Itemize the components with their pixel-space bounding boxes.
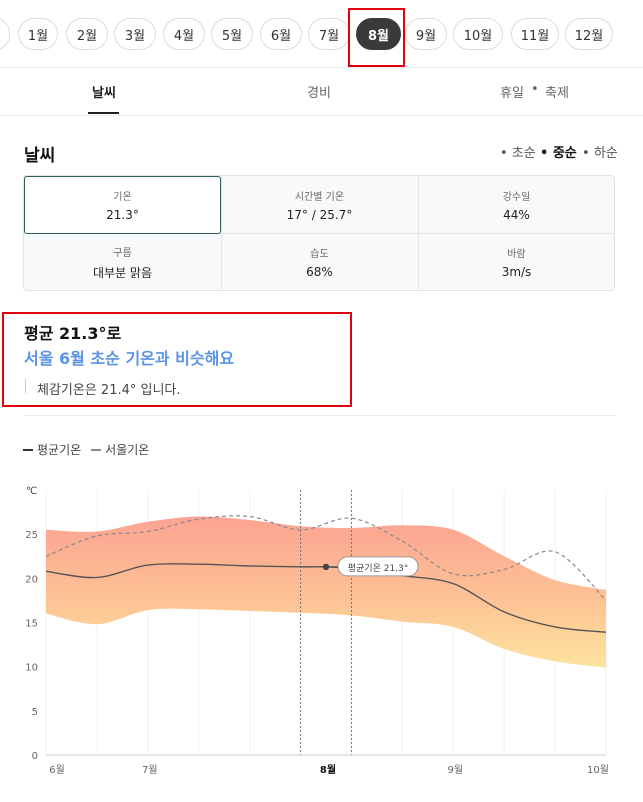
y-tick-label: 5 (32, 707, 38, 718)
annotation-label-bg (337, 556, 419, 577)
y-tick-label: 25 (25, 530, 38, 541)
x-tick-label: 10월 (587, 764, 609, 776)
annotation-label: 평균기온 21.3° (348, 563, 409, 574)
stat-clouds[interactable]: 구름 대부분 맑음 (24, 233, 221, 291)
tab-bar: 날씨 경비 휴일 • 축제 (0, 68, 643, 116)
legend-dashed-swatch (91, 448, 102, 451)
stat-rain-days[interactable]: 강수일 44% (418, 176, 615, 234)
tab-festival[interactable]: 축제 (545, 86, 569, 101)
month-chip[interactable]: 3월 (114, 18, 156, 50)
month-chip[interactable]: 6월 (260, 18, 302, 50)
summary-average: 평균 21.3°로 (24, 324, 122, 343)
stat-label: 강수일 (502, 192, 531, 203)
stat-value: 21.3° (106, 208, 139, 222)
month-chip[interactable]: 2월 (66, 18, 108, 50)
tab-weather[interactable]: 날씨 (92, 86, 116, 101)
month-chip[interactable]: 11월 (511, 18, 559, 50)
weather-section-title: 날씨 (24, 146, 56, 166)
temperature-range-band (46, 516, 606, 668)
stat-label: 구름 (113, 247, 132, 259)
weather-stats-grid: 기온 21.3° 시간별 기온 17° / 25.7° 강수일 44% 구름 대… (23, 175, 615, 291)
summary-feels-like: 체감기온은 21.4° 입니다. (37, 383, 181, 398)
stat-temperature[interactable]: 기온 21.3° (24, 176, 221, 234)
month-selector: 1월 2월 3월 4월 5월 6월 7월 8월 9월 10월 11월 12월 (0, 0, 643, 68)
legend-solid-swatch (23, 448, 33, 451)
stat-label: 바람 (507, 249, 526, 260)
tab-active-underline (88, 112, 119, 114)
stat-value: 3m/s (501, 265, 532, 279)
highlight-box-month (348, 8, 405, 67)
stat-value: 대부분 맑음 (92, 265, 152, 280)
grid-divider (24, 233, 614, 234)
temperature-chart: 0 5 10 15 20 25 ℃ 6월 7월 8월 9월 10월 평균기온 21.3° (25, 486, 609, 776)
period-mid-label: 중순 (552, 146, 577, 161)
month-chip[interactable]: 8월 (356, 18, 401, 50)
legend-avg: 평균기온 (37, 443, 82, 457)
y-tick-label: 15 (25, 619, 38, 630)
y-tick-label: 20 (25, 574, 38, 585)
month-chip[interactable]: 10월 (453, 18, 503, 50)
x-tick-label: 9월 (447, 764, 463, 776)
legend-seoul: 서울기온 (105, 443, 150, 457)
month-chip-partial[interactable] (0, 18, 10, 50)
stat-hourly-temperature[interactable]: 시간별 기온 17° / 25.7° (221, 176, 418, 234)
stat-value: 17° / 25.7° (286, 208, 353, 222)
summary-comparison: 서울 6월 초순 기온과 비슷해요 (24, 349, 235, 368)
month-chip[interactable]: 12월 (565, 18, 613, 50)
period-early[interactable]: • 초순 (500, 146, 536, 161)
y-tick-label: 10 (25, 663, 38, 674)
chart-legend: 평균기온 서울기온 (23, 441, 149, 458)
y-axis-label: ℃ (26, 486, 37, 497)
x-tick-label: 8월 (320, 764, 336, 776)
period-mid[interactable]: • 중순 (540, 146, 577, 161)
stat-wind[interactable]: 바람 3m/s (418, 233, 615, 291)
stat-humidity[interactable]: 습도 68% (221, 233, 418, 291)
stat-label: 습도 (310, 249, 329, 260)
tab-holiday[interactable]: 휴일 (500, 86, 524, 101)
quote-bar (25, 379, 26, 393)
month-chip[interactable]: 1월 (18, 18, 58, 50)
series-line-seoul (45, 515, 607, 601)
month-chip[interactable]: 7월 (308, 18, 350, 50)
x-tick-label: 6월 (49, 764, 65, 776)
stat-label: 시간별 기온 (294, 192, 345, 203)
y-tick-label: 0 (32, 751, 38, 762)
month-chip[interactable]: 4월 (163, 18, 205, 50)
x-tick-label: 7월 (142, 764, 158, 776)
tab-cost[interactable]: 경비 (307, 86, 331, 101)
month-chip[interactable]: 9월 (405, 18, 447, 50)
section-divider (24, 415, 616, 416)
period-early-label: 초순 (511, 146, 536, 161)
stat-value: 68% (306, 265, 333, 279)
period-late-label: 하순 (593, 146, 618, 161)
highlight-box-summary (2, 312, 352, 407)
stat-value: 44% (503, 208, 530, 222)
period-late[interactable]: • 하순 (582, 146, 618, 161)
stat-label: 기온 (113, 192, 132, 203)
month-chip[interactable]: 5월 (211, 18, 253, 50)
tab-separator-dot: • (531, 82, 539, 97)
